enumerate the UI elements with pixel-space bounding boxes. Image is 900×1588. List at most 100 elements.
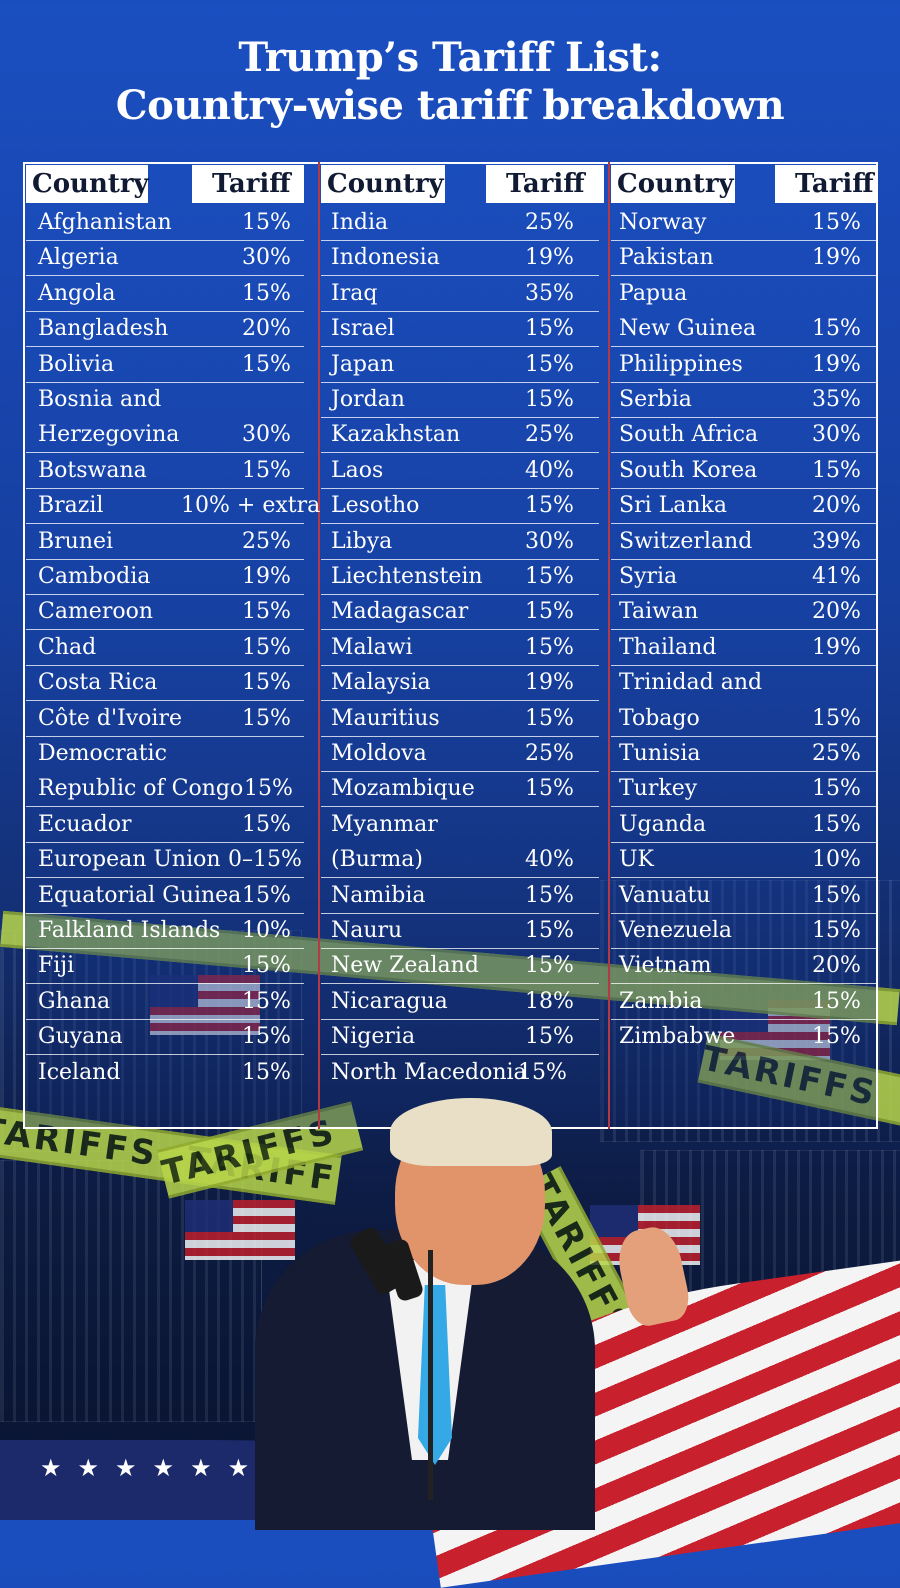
country-name: South Korea [619, 457, 758, 483]
country-name: Syria [619, 564, 678, 589]
page-subtitle: Country-wise tariff breakdown [115, 82, 785, 129]
tariff-value: 20% [812, 493, 861, 519]
country-name: Republic of Congo [38, 776, 244, 802]
tariff-value: 15% [242, 280, 291, 306]
row-separator [611, 381, 876, 383]
country-name: Kazakhstan [331, 422, 461, 448]
country-name: Libya [331, 528, 393, 554]
country-name: Bolivia [38, 351, 115, 377]
country-name: Zambia [619, 988, 703, 1014]
country-name: Botswana [38, 457, 147, 483]
tariff-value: 15% [525, 493, 574, 519]
country-name: Japan [331, 351, 395, 377]
tariff-value: 15% [242, 811, 291, 837]
country-name: Costa Rica [38, 670, 158, 696]
tariff-value: 15% [812, 811, 861, 837]
row-separator [321, 594, 599, 595]
country-name: Mozambique [331, 776, 475, 802]
country-name: Angola [38, 280, 116, 306]
country-name: Côte d'Ivoire [38, 705, 182, 731]
country-name: Turkey [619, 776, 698, 802]
row-separator [321, 523, 599, 525]
row-separator [611, 417, 876, 418]
tariff-value: 15% [812, 1024, 861, 1050]
country-name: Brazil [38, 493, 104, 519]
row-separator [26, 629, 304, 631]
row-separator [611, 240, 876, 241]
row-separator [26, 594, 304, 595]
country-name: South Africa [619, 422, 759, 448]
shipping-container [0, 1160, 262, 1422]
row-separator [611, 487, 876, 489]
row-separator [321, 700, 599, 702]
country-name: Algeria [38, 245, 119, 271]
tariff-value: 15% [525, 351, 574, 377]
row-separator [321, 1054, 599, 1056]
tariff-value: 0–15% [228, 847, 302, 873]
tariff-value: 19% [812, 634, 861, 660]
tariff-value: 15% [812, 988, 861, 1014]
tariff-value: 15% [244, 776, 293, 802]
row-separator [26, 310, 304, 312]
row-separator [26, 1018, 304, 1020]
country-name: Serbia [619, 387, 692, 412]
country-name: Tobago [619, 705, 700, 731]
row-separator [26, 841, 304, 843]
tariff-value: 15% [242, 988, 291, 1014]
tariff-value: 15% [242, 1059, 291, 1085]
row-separator [321, 310, 599, 312]
page-title: Trump’s Tariff List: [238, 34, 662, 81]
country-name: Falkland Islands [38, 918, 221, 943]
row-separator [611, 523, 876, 525]
tariff-value: 15% [242, 210, 291, 235]
tariff-value: 15% [242, 634, 291, 660]
country-name: Iceland [38, 1059, 121, 1085]
country-name: Fiji [38, 953, 75, 979]
row-separator [26, 877, 304, 879]
country-name: Malaysia [331, 670, 431, 696]
tariff-value: 19% [242, 564, 291, 589]
american-flag-icon [185, 1200, 295, 1260]
row-separator [26, 558, 304, 560]
country-name: (Burma) [331, 847, 423, 873]
country-name: Papua [619, 280, 688, 306]
tariff-value: 20% [812, 953, 861, 979]
row-separator [26, 381, 304, 383]
column-divider [318, 162, 320, 1129]
tariff-value: 15% [812, 882, 861, 908]
country-name: Vanuatu [619, 882, 711, 908]
tariff-value: 19% [525, 245, 574, 271]
tariff-value: 15% [242, 457, 291, 483]
tariff-value: 15% [812, 705, 861, 731]
country-name: Iraq [331, 280, 378, 306]
row-separator [321, 240, 599, 241]
country-name: European Union [38, 847, 221, 873]
row-separator [611, 594, 876, 595]
country-name: Moldova [331, 741, 427, 766]
country-name: Herzegovina [38, 422, 180, 448]
country-name: UK [619, 847, 654, 873]
country-name: Indonesia [331, 245, 440, 271]
country-name: Ghana [38, 988, 111, 1014]
column-header-tariff: Tariff [192, 165, 304, 203]
country-name: Switzerland [619, 528, 753, 554]
country-name: Brunei [38, 528, 114, 554]
country-name: Bangladesh [38, 316, 169, 342]
tariff-value: 19% [812, 351, 861, 377]
country-name: New Zealand [331, 953, 479, 979]
tariff-value: 15% [525, 918, 574, 943]
speaker-tie [418, 1285, 452, 1465]
tariff-value: 20% [242, 316, 291, 342]
tariff-value: 25% [525, 422, 574, 448]
row-separator [26, 700, 304, 702]
country-name: North Macedonia [331, 1059, 527, 1085]
row-separator [26, 948, 304, 949]
country-name: Nicaragua [331, 988, 448, 1014]
country-name: Vietnam [619, 953, 712, 979]
tariff-value: 25% [242, 528, 291, 554]
country-name: Myanmar [331, 811, 438, 837]
row-separator [321, 912, 599, 914]
tariff-value: 15% [812, 457, 861, 483]
country-name: Guyana [38, 1024, 123, 1050]
row-separator [321, 664, 599, 666]
